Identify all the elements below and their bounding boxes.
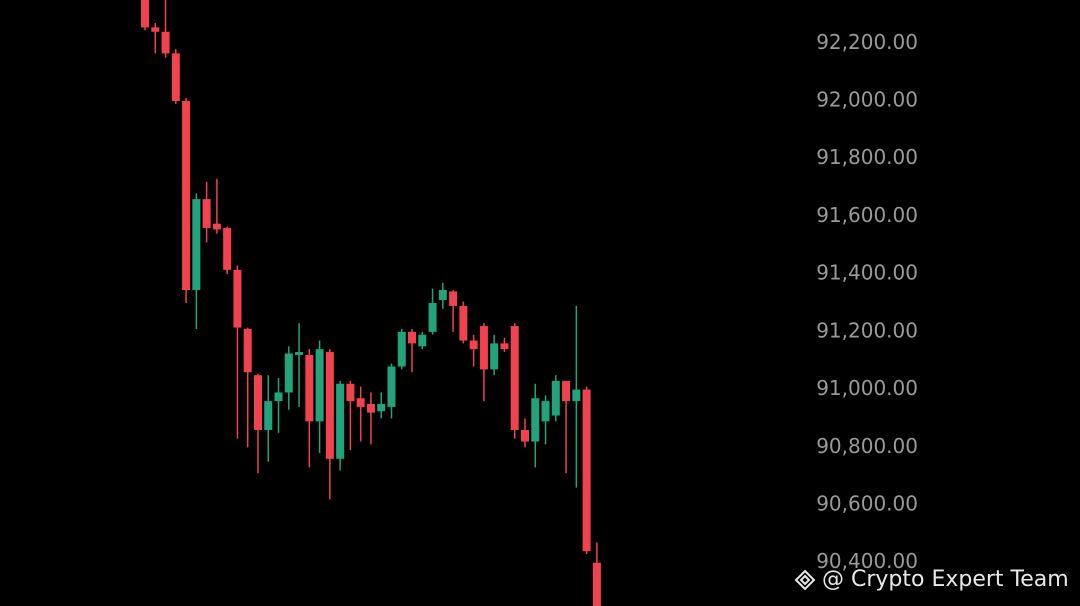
candle-body bbox=[264, 401, 273, 430]
y-tick-label: 90,400.00 bbox=[816, 549, 918, 573]
candle-body bbox=[233, 269, 242, 328]
candle-body bbox=[592, 562, 601, 606]
watermark: @ Crypto Expert Team bbox=[822, 567, 1069, 592]
candle-body bbox=[562, 380, 571, 402]
candle-body bbox=[469, 340, 478, 350]
candle-body bbox=[510, 326, 519, 430]
y-tick-label: 91,600.00 bbox=[816, 203, 918, 227]
candle-body bbox=[141, 0, 149, 28]
y-tick-label: 92,000.00 bbox=[816, 88, 918, 112]
candle-body bbox=[151, 27, 160, 32]
candle-body bbox=[531, 398, 540, 442]
candle-body bbox=[551, 380, 560, 416]
candle-body bbox=[305, 354, 314, 422]
y-tick-label: 91,000.00 bbox=[816, 376, 918, 400]
candle-body bbox=[212, 223, 221, 230]
candle-body bbox=[418, 334, 427, 347]
candle-body bbox=[161, 31, 170, 54]
candle-body bbox=[520, 429, 529, 442]
candle-body bbox=[366, 404, 375, 413]
candle-body bbox=[223, 227, 232, 270]
candle-body bbox=[572, 389, 581, 402]
candle-body bbox=[192, 199, 201, 291]
candle-body bbox=[284, 353, 293, 393]
candle-body bbox=[243, 328, 252, 373]
candle-body bbox=[479, 326, 488, 370]
candle-body bbox=[541, 401, 550, 422]
candle-body bbox=[377, 404, 386, 412]
y-tick-label: 92,200.00 bbox=[816, 30, 918, 54]
candle-body bbox=[582, 389, 591, 552]
candle-body bbox=[182, 101, 191, 291]
candle-body bbox=[490, 343, 499, 370]
candle-body bbox=[315, 349, 324, 422]
candle-body bbox=[274, 392, 283, 402]
candle-body bbox=[346, 383, 355, 402]
candle-body bbox=[387, 366, 396, 407]
candle-body bbox=[408, 331, 417, 344]
y-tick-label: 91,200.00 bbox=[816, 318, 918, 342]
candle-body bbox=[397, 331, 406, 367]
candle-body bbox=[356, 398, 365, 407]
candle-body bbox=[253, 375, 262, 430]
candle-body bbox=[459, 305, 468, 341]
candle-body bbox=[202, 199, 211, 228]
y-tick-label: 90,600.00 bbox=[816, 492, 918, 516]
candle-body bbox=[171, 53, 180, 101]
candle-body bbox=[500, 343, 509, 350]
candle-body bbox=[295, 352, 304, 355]
candle-body bbox=[428, 303, 437, 332]
logo bbox=[794, 569, 816, 591]
candle-body bbox=[325, 352, 334, 459]
candle-body bbox=[438, 290, 447, 301]
candle-body bbox=[336, 383, 345, 459]
y-tick-label: 91,400.00 bbox=[816, 261, 918, 285]
y-tick-label: 90,800.00 bbox=[816, 434, 918, 458]
y-tick-label: 91,800.00 bbox=[816, 145, 918, 169]
candle-body bbox=[449, 291, 458, 306]
